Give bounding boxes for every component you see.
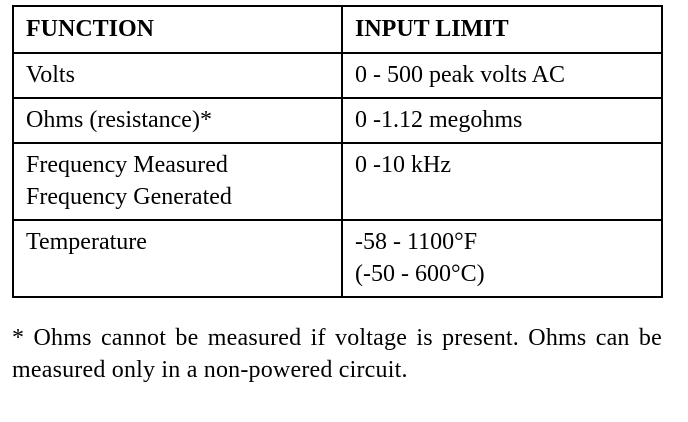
cell-line: Ohms (resistance)*: [26, 107, 212, 133]
cell-line: 0 -1.12 megohms: [355, 107, 523, 133]
table-row: Temperature -58 - 1100°F (-50 - 600°C): [12, 219, 663, 298]
table-cell: 0 - 500 peak volts AC: [341, 52, 663, 99]
cell-line: 0 -10 kHz: [355, 152, 451, 178]
table-row: Frequency Measured Frequency Generated 0 -…: [12, 142, 663, 221]
cell-line: Temperature: [26, 229, 147, 255]
table-cell: Frequency Measured Frequency Generated: [12, 142, 343, 221]
cell-line: Frequency Generated: [26, 184, 232, 210]
table-row: Ohms (resistance)* 0 -1.12 megohms: [12, 97, 663, 144]
header-cell: FUNCTION: [12, 5, 343, 54]
table-cell: Volts: [12, 52, 343, 99]
header-cell: INPUT LIMIT: [341, 5, 663, 54]
footnote: * Ohms cannot be measured if voltage is …: [12, 325, 662, 383]
cell-line: (-50 - 600°C): [355, 261, 485, 287]
header-row: FUNCTION INPUT LIMIT: [12, 5, 663, 54]
table-cell: Ohms (resistance)*: [12, 97, 343, 144]
cell-line: Frequency Measured: [26, 152, 228, 178]
cell-line: Volts: [26, 62, 75, 88]
table-body: Volts 0 - 500 peak volts AC Ohms (resistan…: [12, 52, 663, 298]
table-cell: Temperature: [12, 219, 343, 298]
table-cell: -58 - 1100°F (-50 - 600°C): [341, 219, 663, 298]
cell-line: 0 - 500 peak volts AC: [355, 62, 565, 88]
table-header: FUNCTION INPUT LIMIT: [12, 5, 663, 54]
limits-table: FUNCTION INPUT LIMIT Volts 0 - 500 peak v…: [12, 5, 663, 298]
table-cell: 0 -10 kHz: [341, 142, 663, 221]
cell-line: -58 - 1100°F: [355, 229, 478, 255]
table-cell: 0 -1.12 megohms: [341, 97, 663, 144]
table-row: Volts 0 - 500 peak volts AC: [12, 52, 663, 99]
